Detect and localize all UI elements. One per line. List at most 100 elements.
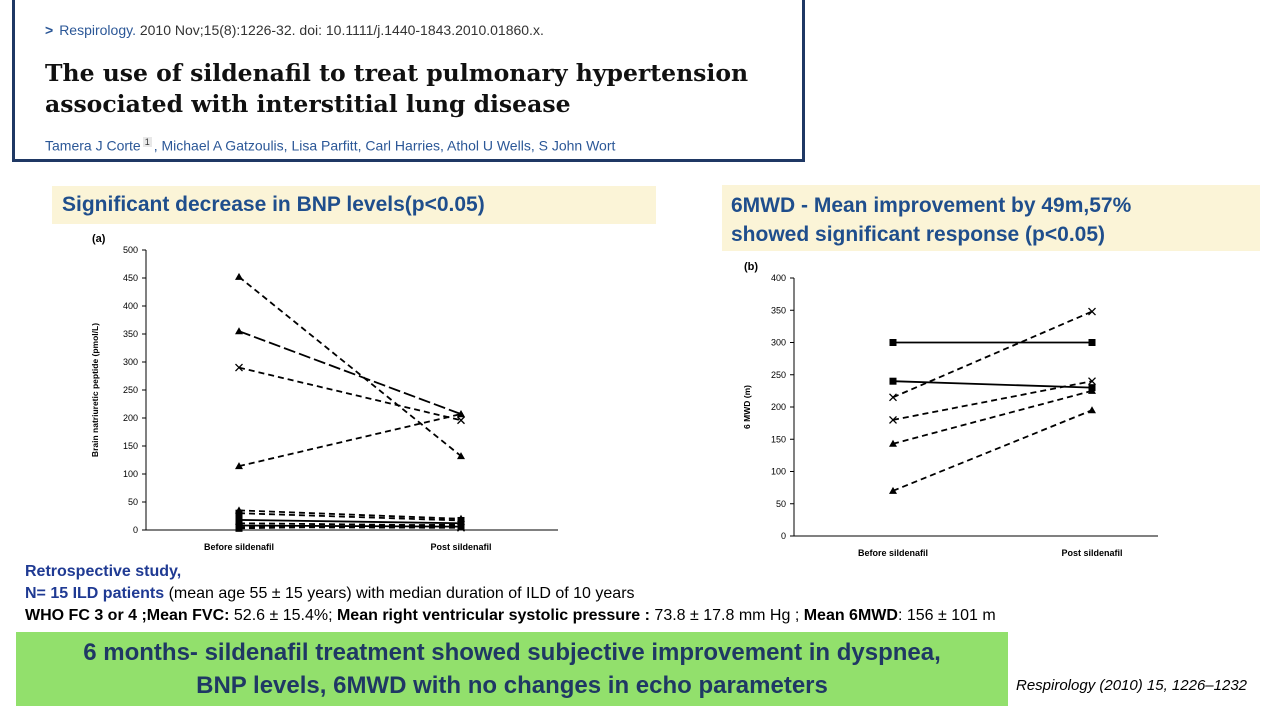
chevron-right-icon[interactable]: > (45, 22, 54, 38)
author-first[interactable]: Tamera J Corte (45, 137, 141, 154)
conclusion-box: 6 months- sildenafil treatment showed su… (16, 632, 1008, 706)
data-point-square (1088, 339, 1096, 346)
x-category-label: Post sildenafil (430, 542, 491, 552)
study-population: N= 15 ILD patients (mean age 55 ± 15 yea… (25, 583, 996, 605)
conclusion-line-2: BNP levels, 6MWD with no changes in echo… (196, 672, 828, 699)
series-line (892, 380, 1093, 421)
paper-title-line-2: associated with interstitial lung diseas… (45, 90, 571, 118)
data-point-square (889, 339, 897, 346)
data-point-triangle (235, 272, 243, 280)
x-category-label: Post sildenafil (1061, 548, 1122, 558)
y-tick-label: 500 (123, 245, 138, 255)
y-tick-label: 400 (771, 273, 786, 283)
y-tick-label: 200 (123, 413, 138, 423)
rvsp-label: Mean right ventricular systolic pressure… (332, 607, 650, 624)
study-n: N= 15 ILD patients (25, 585, 165, 602)
paper-title-line-1: The use of sildenafil to treat pulmonary… (45, 59, 749, 87)
data-point-x (1088, 307, 1096, 316)
who-fvc-label: WHO FC 3 or 4 ;Mean FVC: (25, 607, 230, 624)
y-axis-label: Brain natriuretic peptide (pmol/L) (90, 323, 100, 457)
panel-label: (a) (92, 233, 106, 245)
x-marker-stroke (889, 415, 897, 424)
data-point-square (457, 520, 465, 528)
y-tick-label: 300 (123, 357, 138, 367)
y-tick-label: 0 (133, 525, 138, 535)
x-marker-stroke (457, 416, 465, 425)
y-tick-label: 300 (771, 338, 786, 348)
x-marker-stroke (1088, 377, 1096, 386)
data-point-triangle (1088, 406, 1096, 414)
y-axis-label: 6 MWD (m) (742, 385, 752, 429)
y-tick-label: 450 (123, 273, 138, 283)
x-marker-stroke (1088, 307, 1096, 316)
study-baseline: WHO FC 3 or 4 ;Mean FVC: 52.6 ± 15.4%; M… (25, 605, 996, 627)
bnp-chart: (a) 0 50 100 150 200 250 300 350 400 450 500 Before … (90, 233, 558, 552)
series-line (238, 526, 462, 529)
series-line (238, 413, 462, 468)
author-list: Tamera J Corte 1, Michael A Gatzoulis, Li… (45, 137, 615, 154)
mwd-heading-line-2: showed significant response (p<0.05) (731, 223, 1106, 246)
data-point-triangle (235, 327, 243, 335)
mwd-chart: (b) 0 50 100 150 200 250 300 350 400 Before silden… (742, 261, 1158, 558)
data-point-square (235, 509, 243, 517)
data-point-x (1088, 377, 1096, 386)
paper-title: The use of sildenafil to treat pulmonary… (45, 58, 805, 120)
citation-details: 2010 Nov;15(8):1226-32. doi: 10.1111/j.1… (139, 22, 544, 38)
series-line (892, 409, 1093, 492)
mwd-heading: 6MWD - Mean improvement by 49m,57% showe… (722, 185, 1260, 251)
mean-6mwd-label: Mean 6MWD (799, 607, 898, 624)
series-line (892, 390, 1093, 445)
y-tick-label: 350 (771, 305, 786, 315)
series-line (238, 276, 462, 457)
x-marker-stroke (235, 363, 243, 372)
y-tick-label: 150 (771, 434, 786, 444)
series-line (238, 366, 462, 422)
data-point-triangle (1088, 386, 1096, 394)
series-line (238, 512, 462, 522)
x-category-label: Before sildenafil (204, 542, 274, 552)
data-point-square (889, 377, 897, 385)
y-tick-label: 400 (123, 301, 138, 311)
data-point-triangle (235, 462, 243, 470)
y-tick-label: 0 (781, 531, 786, 541)
reference: Respirology (2010) 15, 1226–1232 (1016, 677, 1247, 694)
data-point-triangle (889, 486, 897, 494)
series-line (238, 519, 462, 525)
study-type: Retrospective study, (25, 563, 182, 580)
mwd-heading-line-1: 6MWD - Mean improvement by 49m,57% (731, 194, 1132, 217)
y-tick-label: 50 (128, 497, 138, 507)
x-category-label: Before sildenafil (858, 548, 928, 558)
y-tick-label: 50 (776, 499, 786, 509)
series-line (238, 330, 462, 415)
data-point-x (235, 363, 243, 372)
y-tick-label: 250 (123, 385, 138, 395)
fvc-value: 52.6 ± 15.4%; (229, 607, 333, 624)
rvsp-value: 73.8 ± 17.8 mm Hg ; (649, 607, 800, 624)
y-tick-label: 150 (123, 441, 138, 451)
series-line (892, 310, 1093, 399)
data-point-triangle (457, 452, 465, 460)
authors-rest[interactable]: , Michael A Gatzoulis, Lisa Parfitt, Car… (153, 137, 616, 154)
y-tick-label: 100 (771, 467, 786, 477)
mean-6mwd-value: : 156 ± 101 m (897, 607, 996, 624)
series-line (892, 380, 1093, 389)
x-marker-stroke (889, 393, 897, 402)
data-point-triangle (889, 439, 897, 447)
y-tick-label: 200 (771, 402, 786, 412)
y-tick-label: 350 (123, 329, 138, 339)
series-line (238, 523, 462, 530)
citation-line: > Respirology. 2010 Nov;15(8):1226-32. do… (45, 22, 544, 38)
y-tick-label: 100 (123, 469, 138, 479)
conclusion-line-1: 6 months- sildenafil treatment showed su… (83, 639, 941, 666)
data-point-x (457, 416, 465, 425)
y-tick-label: 250 (771, 370, 786, 380)
journal-link[interactable]: Respirology. (59, 22, 136, 38)
data-point-x (889, 393, 897, 402)
citation-box: > Respirology. 2010 Nov;15(8):1226-32. do… (12, 0, 805, 162)
series-line (238, 509, 462, 520)
study-description: Retrospective study, N= 15 ILD patients … (25, 561, 996, 627)
study-n-detail: (mean age 55 ± 15 years) with median dur… (164, 585, 635, 602)
panel-label: (b) (744, 261, 758, 273)
author-affiliation-marker[interactable]: 1 (142, 137, 152, 147)
data-point-square (235, 524, 243, 532)
